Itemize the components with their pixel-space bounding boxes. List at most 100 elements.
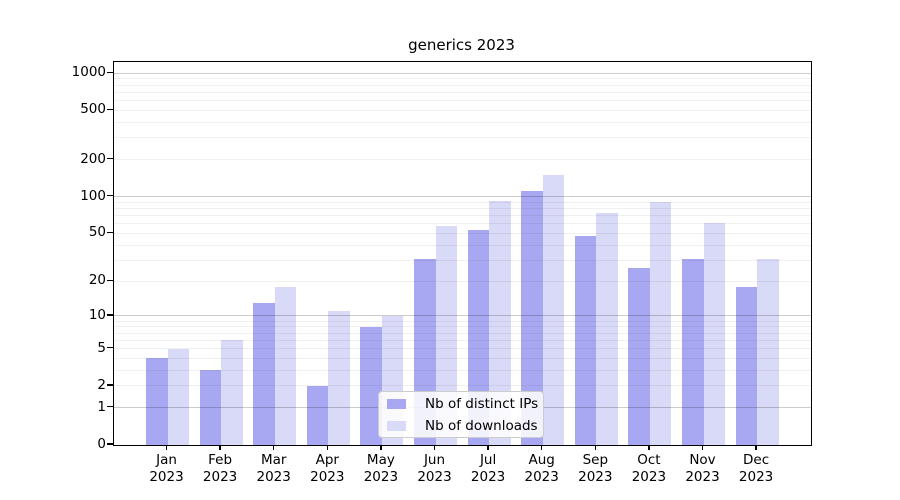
x-tick-mark-jun bbox=[433, 445, 436, 450]
bar-distinct-ips-feb bbox=[199, 370, 222, 445]
minor-gridline-60 bbox=[114, 223, 811, 225]
x-tick-mark-feb bbox=[219, 445, 221, 450]
x-tick-mark-may bbox=[380, 445, 382, 450]
minor-gridline-70 bbox=[114, 215, 811, 217]
bar-distinct-ips-aug bbox=[521, 190, 543, 445]
bar-downloads-jun bbox=[435, 225, 457, 445]
x-tick-label-jun: Jun 2023 bbox=[417, 452, 452, 485]
minor-gridline-500 bbox=[114, 109, 811, 111]
x-tick-label-oct: Oct 2023 bbox=[631, 452, 667, 485]
x-tick-label-jan: Jan 2023 bbox=[149, 452, 184, 485]
major-gridline-100 bbox=[114, 196, 811, 198]
plot-area bbox=[113, 61, 812, 446]
legend-label-downloads: Nb of downloads bbox=[425, 417, 538, 434]
bar-distinct-ips-oct bbox=[628, 267, 650, 445]
y-tick-label-2: 2 bbox=[97, 376, 106, 393]
bar-downloads-jan bbox=[167, 348, 189, 445]
x-tick-mark-apr bbox=[326, 445, 328, 450]
minor-gridline-6 bbox=[114, 339, 811, 341]
minor-gridline-80 bbox=[114, 208, 811, 210]
x-tick-label-feb: Feb 2023 bbox=[202, 452, 238, 485]
y-tick-mark-200 bbox=[107, 157, 113, 160]
minor-gridline-30 bbox=[114, 259, 811, 261]
y-tick-label-10: 10 bbox=[88, 306, 106, 323]
minor-gridline-50 bbox=[114, 232, 811, 234]
y-tick-label-5: 5 bbox=[97, 339, 106, 356]
minor-gridline-5 bbox=[114, 348, 811, 350]
minor-gridline-200 bbox=[114, 159, 811, 161]
x-tick-mark-sep bbox=[594, 445, 596, 450]
x-tick-mark-jan bbox=[165, 445, 168, 450]
y-tick-label-20: 20 bbox=[88, 272, 106, 289]
minor-gridline-700 bbox=[114, 91, 811, 93]
bar-distinct-ips-dec bbox=[735, 286, 758, 445]
x-tick-mark-aug bbox=[541, 445, 543, 450]
bar-downloads-nov bbox=[703, 222, 725, 445]
bar-distinct-ips-jan bbox=[146, 358, 168, 445]
x-tick-label-dec: Dec 2023 bbox=[738, 452, 774, 485]
minor-gridline-40 bbox=[114, 244, 811, 246]
x-tick-label-may: May 2023 bbox=[363, 452, 399, 485]
major-gridline-10 bbox=[114, 315, 811, 317]
x-tick-label-mar: Mar 2023 bbox=[256, 452, 291, 485]
legend: Nb of distinct IPs Nb of downloads bbox=[378, 391, 544, 438]
bar-distinct-ips-sep bbox=[574, 235, 597, 445]
bar-downloads-mar bbox=[274, 286, 297, 445]
x-tick-label-sep: Sep 2023 bbox=[578, 452, 613, 485]
y-tick-label-50: 50 bbox=[88, 224, 106, 241]
legend-entry-distinct-ips: Nb of distinct IPs bbox=[387, 394, 539, 413]
minor-gridline-90 bbox=[114, 201, 811, 203]
y-tick-mark-20 bbox=[107, 279, 113, 281]
y-tick-label-100: 100 bbox=[80, 187, 106, 204]
y-tick-mark-500 bbox=[107, 108, 113, 111]
y-tick-label-0: 0 bbox=[97, 436, 106, 452]
bar-downloads-jul bbox=[489, 200, 511, 445]
bar-distinct-ips-may bbox=[360, 326, 382, 445]
x-tick-label-aug: Aug 2023 bbox=[524, 452, 559, 485]
y-tick-label-1000: 1000 bbox=[71, 64, 106, 81]
legend-swatch-downloads bbox=[387, 420, 406, 431]
bar-distinct-ips-apr bbox=[306, 385, 329, 445]
chart-title: generics 2023 bbox=[408, 36, 515, 54]
minor-gridline-400 bbox=[114, 121, 811, 123]
minor-gridline-800 bbox=[114, 84, 811, 86]
bar-downloads-oct bbox=[649, 202, 672, 445]
bar-distinct-ips-mar bbox=[253, 302, 275, 445]
minor-gridline-900 bbox=[114, 78, 811, 80]
bar-downloads-apr bbox=[328, 311, 350, 445]
legend-entry-downloads: Nb of downloads bbox=[387, 416, 538, 435]
x-tick-mark-mar bbox=[273, 445, 275, 450]
bar-downloads-aug bbox=[542, 175, 565, 445]
y-tick-label-1: 1 bbox=[97, 398, 106, 415]
y-tick-mark-5 bbox=[107, 346, 113, 349]
bar-downloads-feb bbox=[221, 340, 243, 445]
bar-downloads-sep bbox=[596, 212, 618, 445]
y-tick-mark-1 bbox=[107, 406, 113, 408]
major-gridline-1000 bbox=[114, 72, 811, 74]
x-tick-mark-nov bbox=[701, 445, 704, 450]
y-tick-mark-2 bbox=[107, 384, 113, 386]
minor-gridline-9 bbox=[114, 320, 811, 322]
y-tick-mark-1000 bbox=[107, 71, 113, 73]
bar-distinct-ips-nov bbox=[682, 258, 704, 445]
y-tick-mark-50 bbox=[107, 231, 113, 234]
y-tick-label-500: 500 bbox=[80, 101, 106, 118]
legend-label-distinct-ips: Nb of distinct IPs bbox=[425, 395, 539, 412]
y-tick-label-200: 200 bbox=[80, 150, 106, 167]
y-tick-mark-10 bbox=[107, 314, 113, 316]
y-tick-mark-0 bbox=[107, 443, 113, 445]
minor-gridline-7 bbox=[114, 332, 811, 334]
minor-gridline-2 bbox=[114, 385, 811, 387]
bar-downloads-dec bbox=[757, 258, 779, 445]
minor-gridline-3 bbox=[114, 369, 811, 371]
y-tick-mark-100 bbox=[107, 195, 113, 197]
minor-gridline-8 bbox=[114, 326, 811, 328]
x-tick-label-nov: Nov 2023 bbox=[685, 452, 720, 485]
x-tick-mark-oct bbox=[648, 445, 650, 450]
minor-gridline-4 bbox=[114, 357, 811, 359]
minor-gridline-20 bbox=[114, 280, 811, 282]
x-tick-label-jul: Jul 2023 bbox=[470, 452, 506, 485]
minor-gridline-300 bbox=[114, 137, 811, 139]
x-tick-label-apr: Apr 2023 bbox=[310, 452, 345, 485]
